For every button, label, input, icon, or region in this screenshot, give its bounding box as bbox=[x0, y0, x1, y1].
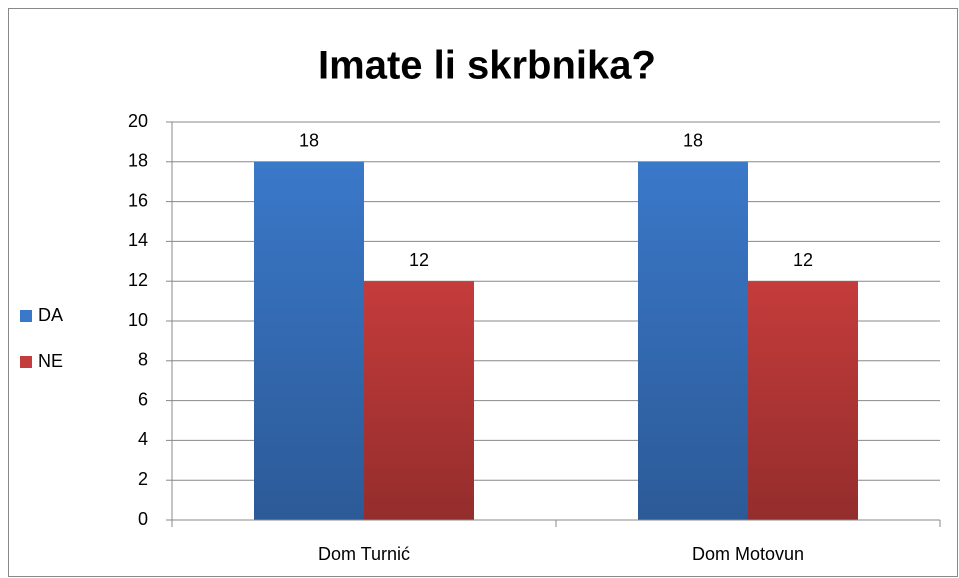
y-tick-label: 14 bbox=[128, 230, 148, 250]
x-tick-label: Dom Motovun bbox=[692, 544, 804, 564]
chart-title: Imate li skrbnika? bbox=[318, 44, 656, 88]
y-tick-label: 8 bbox=[138, 350, 148, 370]
y-tick-label: 18 bbox=[128, 151, 148, 171]
y-tick-label: 4 bbox=[138, 429, 148, 449]
bar-shade bbox=[748, 281, 858, 520]
legend-label: NE bbox=[38, 351, 63, 371]
legend-swatch bbox=[20, 356, 32, 368]
y-tick-label: 2 bbox=[138, 469, 148, 489]
y-tick-label: 12 bbox=[128, 270, 148, 290]
bar-shade bbox=[254, 161, 364, 521]
x-tick-label: Dom Turnić bbox=[318, 544, 410, 564]
y-tick-label: 6 bbox=[138, 389, 148, 409]
bar-shade bbox=[638, 161, 748, 521]
bar-shade bbox=[364, 281, 474, 520]
y-tick-label: 16 bbox=[128, 190, 148, 210]
data-label: 12 bbox=[793, 250, 813, 270]
y-tick-label: 20 bbox=[128, 111, 148, 131]
y-tick-label: 0 bbox=[138, 509, 148, 529]
legend-label: DA bbox=[38, 305, 63, 325]
data-label: 12 bbox=[409, 250, 429, 270]
y-tick-label: 10 bbox=[128, 310, 148, 330]
data-label: 18 bbox=[683, 131, 703, 151]
legend-swatch bbox=[20, 310, 32, 322]
data-label: 18 bbox=[299, 131, 319, 151]
